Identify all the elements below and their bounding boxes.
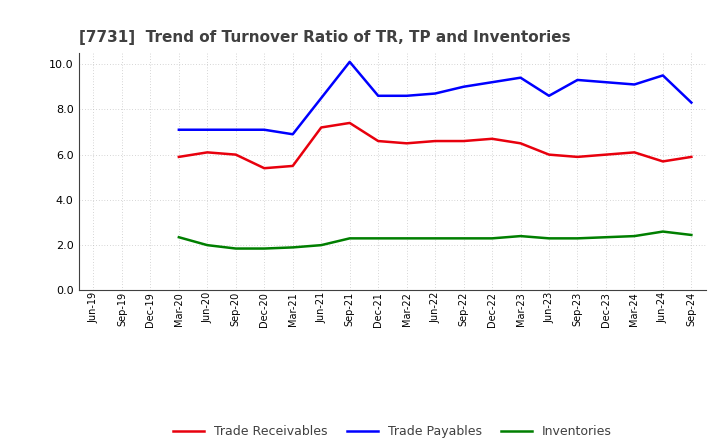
- Trade Receivables: [374, 139, 382, 144]
- Trade Receivables: [289, 163, 297, 169]
- Trade Payables: [516, 75, 525, 81]
- Line: Trade Receivables: Trade Receivables: [179, 123, 691, 168]
- Trade Payables: [687, 100, 696, 105]
- Trade Receivables: [402, 141, 411, 146]
- Trade Receivables: [659, 159, 667, 164]
- Inventories: [516, 234, 525, 239]
- Trade Payables: [260, 127, 269, 132]
- Trade Payables: [459, 84, 468, 89]
- Inventories: [431, 236, 439, 241]
- Legend: Trade Receivables, Trade Payables, Inventories: Trade Receivables, Trade Payables, Inven…: [168, 420, 617, 440]
- Trade Receivables: [260, 165, 269, 171]
- Trade Receivables: [431, 139, 439, 144]
- Trade Receivables: [203, 150, 212, 155]
- Trade Payables: [573, 77, 582, 83]
- Trade Receivables: [545, 152, 554, 157]
- Inventories: [203, 242, 212, 248]
- Trade Receivables: [174, 154, 183, 160]
- Trade Payables: [289, 132, 297, 137]
- Inventories: [459, 236, 468, 241]
- Trade Payables: [317, 95, 325, 101]
- Trade Payables: [374, 93, 382, 99]
- Trade Receivables: [317, 125, 325, 130]
- Trade Payables: [203, 127, 212, 132]
- Text: [7731]  Trend of Turnover Ratio of TR, TP and Inventories: [7731] Trend of Turnover Ratio of TR, TP…: [79, 29, 571, 45]
- Inventories: [602, 235, 611, 240]
- Trade Payables: [431, 91, 439, 96]
- Trade Receivables: [630, 150, 639, 155]
- Trade Payables: [402, 93, 411, 99]
- Inventories: [545, 236, 554, 241]
- Trade Receivables: [487, 136, 496, 141]
- Line: Inventories: Inventories: [179, 231, 691, 249]
- Inventories: [260, 246, 269, 251]
- Inventories: [402, 236, 411, 241]
- Inventories: [630, 234, 639, 239]
- Line: Trade Payables: Trade Payables: [179, 62, 691, 134]
- Trade Receivables: [516, 141, 525, 146]
- Trade Payables: [174, 127, 183, 132]
- Trade Receivables: [232, 152, 240, 157]
- Trade Payables: [602, 80, 611, 85]
- Trade Receivables: [573, 154, 582, 160]
- Inventories: [346, 236, 354, 241]
- Trade Receivables: [687, 154, 696, 160]
- Inventories: [573, 236, 582, 241]
- Trade Receivables: [459, 139, 468, 144]
- Inventories: [289, 245, 297, 250]
- Trade Payables: [232, 127, 240, 132]
- Inventories: [487, 236, 496, 241]
- Trade Receivables: [346, 120, 354, 125]
- Trade Payables: [487, 80, 496, 85]
- Trade Payables: [545, 93, 554, 99]
- Inventories: [374, 236, 382, 241]
- Trade Receivables: [602, 152, 611, 157]
- Trade Payables: [346, 59, 354, 65]
- Inventories: [174, 235, 183, 240]
- Trade Payables: [630, 82, 639, 87]
- Inventories: [687, 232, 696, 238]
- Trade Payables: [659, 73, 667, 78]
- Inventories: [232, 246, 240, 251]
- Inventories: [659, 229, 667, 234]
- Inventories: [317, 242, 325, 248]
